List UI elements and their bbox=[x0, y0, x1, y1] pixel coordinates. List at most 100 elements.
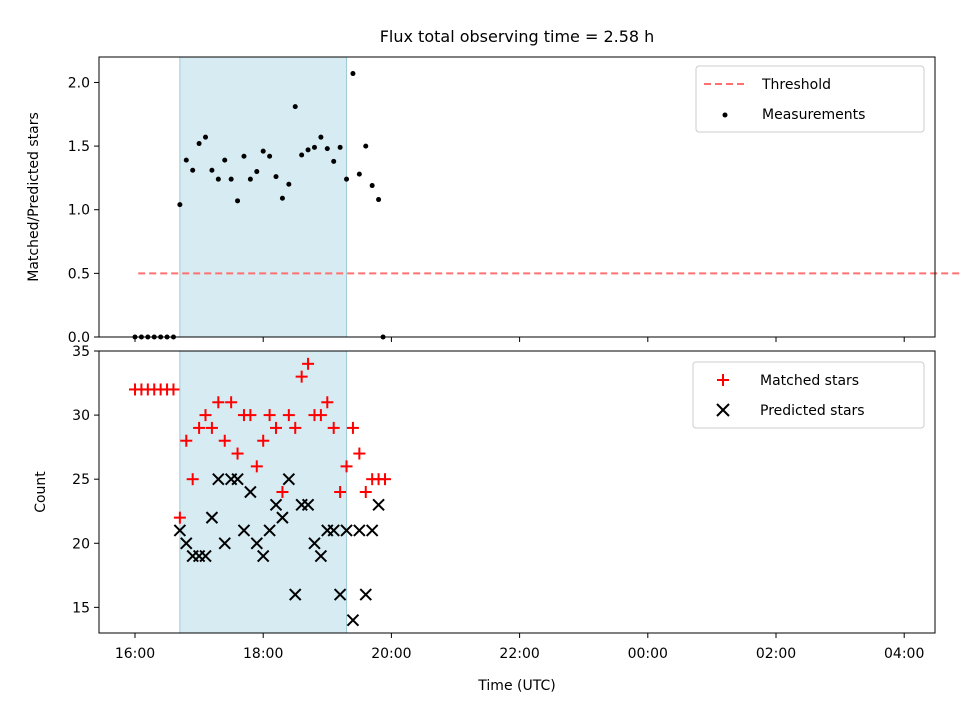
measurement-point bbox=[196, 141, 202, 147]
measurement-point bbox=[279, 195, 285, 201]
top-observing-span-layer bbox=[179, 56, 348, 338]
matched-star-point bbox=[276, 486, 289, 498]
measurement-point bbox=[203, 134, 209, 140]
bottom-y-tick-label: 35 bbox=[72, 344, 90, 360]
x-axis-label: Time (UTC) bbox=[477, 678, 555, 694]
predicted-star-point bbox=[327, 524, 340, 537]
x-tick-label: 04:00 bbox=[884, 646, 924, 662]
measurement-point bbox=[273, 174, 279, 180]
top-y-tick-label: 1.0 bbox=[68, 203, 90, 219]
top-legend: Threshold Measurements bbox=[695, 65, 925, 133]
top-observing-span bbox=[179, 56, 348, 338]
matched-star-point bbox=[180, 434, 193, 447]
matched-star-point bbox=[263, 409, 276, 422]
measurement-point bbox=[228, 176, 234, 182]
matched-star-point bbox=[244, 409, 257, 422]
top-y-tick-label: 0.0 bbox=[68, 330, 90, 346]
legend-measurements-swatch bbox=[722, 112, 728, 118]
matched-star-point bbox=[225, 396, 238, 409]
top-y-axis-label: Matched/Predicted stars bbox=[26, 112, 42, 282]
matched-star-point bbox=[193, 421, 206, 434]
predicted-star-point bbox=[231, 472, 244, 486]
top-y-tick-label: 1.5 bbox=[68, 139, 90, 155]
matched-star-point bbox=[199, 409, 212, 422]
predicted-star-point bbox=[333, 588, 347, 601]
matched-star-point bbox=[302, 357, 315, 370]
measurement-point bbox=[254, 169, 260, 175]
bottom-y-tick-label: 20 bbox=[72, 536, 90, 552]
measurement-point bbox=[183, 157, 189, 163]
measurement-point bbox=[241, 153, 247, 159]
legend-matched-label: Matched stars bbox=[760, 373, 859, 389]
predicted-star-point bbox=[269, 498, 283, 512]
bottom-legend: Matched stars Predicted stars bbox=[692, 361, 925, 429]
measurement-point bbox=[376, 197, 382, 203]
predicted-star-point bbox=[205, 511, 219, 524]
predicted-star-point bbox=[256, 549, 270, 563]
predicted-star-point bbox=[237, 524, 251, 537]
legend-predicted-swatch bbox=[716, 403, 730, 417]
measurement-point bbox=[177, 202, 183, 208]
predicted-star-point bbox=[276, 511, 289, 524]
measurement-point bbox=[260, 148, 266, 154]
matched-star-point bbox=[167, 383, 180, 396]
predicted-star-point bbox=[289, 588, 302, 601]
predicted-star-point bbox=[314, 549, 328, 563]
predicted-star-point bbox=[308, 537, 321, 550]
predicted-star-point bbox=[359, 588, 372, 601]
predicted-star-point bbox=[250, 537, 263, 550]
predicted-star-point bbox=[282, 472, 296, 486]
predicted-star-point bbox=[301, 498, 315, 512]
x-tick-label: 20:00 bbox=[371, 646, 411, 662]
matched-star-point bbox=[314, 409, 327, 422]
matched-star-point bbox=[327, 421, 340, 434]
legend-predicted-label: Predicted stars bbox=[760, 403, 865, 419]
matched-star-point bbox=[173, 511, 186, 524]
bottom-data-layer bbox=[129, 357, 391, 627]
predicted-star-point bbox=[199, 549, 212, 563]
predicted-star-point bbox=[218, 537, 231, 550]
measurement-point bbox=[222, 157, 228, 163]
predicted-star-point bbox=[340, 524, 353, 537]
measurement-point bbox=[369, 183, 375, 189]
x-tick-label: 00:00 bbox=[628, 646, 668, 662]
matched-star-point bbox=[186, 473, 199, 486]
top-y-tick-label: 0.5 bbox=[68, 266, 90, 282]
matched-star-point bbox=[340, 460, 353, 473]
bottom-observing-span bbox=[179, 350, 348, 634]
measurement-point bbox=[247, 176, 253, 182]
legend-matched-swatch bbox=[717, 374, 729, 386]
bottom-plot-frame bbox=[98, 350, 936, 634]
bottom-legend-box bbox=[692, 361, 925, 429]
bottom-y-axis-label: Count bbox=[33, 471, 49, 513]
predicted-star-point bbox=[372, 498, 385, 512]
matched-star-point bbox=[218, 434, 231, 447]
measurement-point bbox=[324, 146, 330, 152]
matched-star-point bbox=[270, 421, 283, 434]
top-axes-layer: 0.0 0.5 1.0 1.5 2.0 bbox=[68, 75, 905, 346]
matched-star-point bbox=[250, 460, 263, 473]
measurement-point bbox=[356, 171, 362, 177]
matched-star-point bbox=[295, 370, 308, 383]
bottom-y-tick-label: 30 bbox=[72, 408, 90, 424]
top-legend-box bbox=[695, 65, 925, 133]
matched-star-point bbox=[231, 447, 244, 460]
measurement-point bbox=[267, 153, 273, 159]
matched-star-point bbox=[378, 473, 391, 486]
legend-measurements-label: Measurements bbox=[762, 107, 865, 123]
bottom-axes-layer: 15 20 25 30 35 16:00 18:00 20:00 22:00 00:00 02:00… bbox=[72, 344, 924, 662]
x-tick-label: 02:00 bbox=[756, 646, 796, 662]
matched-star-point bbox=[205, 421, 218, 434]
predicted-star-point bbox=[212, 472, 225, 486]
legend-threshold-label: Threshold bbox=[761, 77, 831, 93]
measurement-point bbox=[286, 181, 292, 187]
measurement-point bbox=[305, 147, 311, 153]
measurement-point bbox=[292, 104, 298, 110]
measurement-point bbox=[299, 152, 305, 158]
x-tick-label: 16:00 bbox=[115, 646, 155, 662]
matched-star-point bbox=[334, 486, 347, 498]
predicted-star-point bbox=[173, 524, 187, 537]
measurement-point bbox=[363, 143, 369, 149]
measurement-point bbox=[190, 167, 196, 173]
